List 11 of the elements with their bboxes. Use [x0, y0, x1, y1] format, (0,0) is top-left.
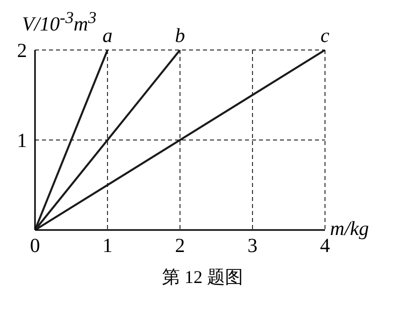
series-label: b	[175, 25, 185, 47]
x-tick-label: 2	[175, 235, 185, 258]
series-label: a	[102, 25, 112, 47]
series-label: c	[320, 25, 330, 47]
x-tick-label: 0	[30, 235, 40, 258]
x-tick-label: 3	[248, 235, 258, 258]
x-tick-label: 1	[102, 235, 112, 258]
x-axis-title: m/kg	[330, 218, 369, 241]
text: 第 12 题图	[161, 266, 244, 289]
y-axis-title: V/10$^{-3}$m$^{3}$	[22, 8, 96, 37]
x-tick-label: 4	[320, 235, 330, 258]
